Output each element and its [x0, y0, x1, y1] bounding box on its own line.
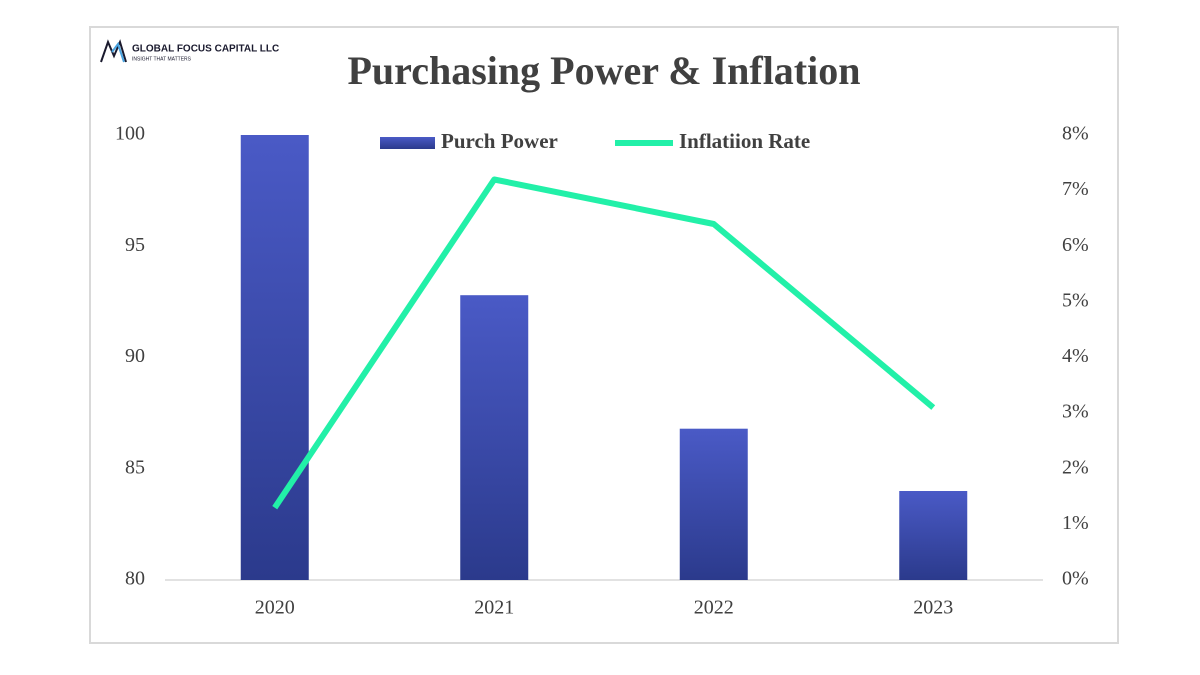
logo-icon: [100, 39, 127, 63]
bar: [460, 295, 529, 580]
y2-tick-label: 3%: [1062, 401, 1089, 423]
chart-title: Purchasing Power & Inflation: [348, 48, 861, 93]
y2-tick-label: 8%: [1062, 123, 1089, 145]
brand: GLOBAL FOCUS CAPITAL LLC: [132, 44, 279, 55]
legend-label: Purch Power: [441, 129, 558, 153]
bar: [240, 135, 309, 580]
y-tick-label: 90: [125, 345, 145, 367]
line: [272, 176, 936, 510]
y2-tick-label: 7%: [1062, 178, 1089, 200]
y2-tick-label: 5%: [1062, 289, 1089, 311]
legend-swatch: [380, 137, 435, 149]
bar: [679, 428, 748, 580]
y-tick-label: 85: [125, 456, 145, 478]
brand-tagline: INSIGHT THAT MATTERS: [132, 56, 192, 62]
bar: [899, 491, 968, 580]
logo-icon-accent: [111, 41, 125, 63]
y-tick-label: 80: [125, 568, 145, 590]
y2-tick-label: 0%: [1062, 568, 1089, 590]
y2-tick-label: 6%: [1062, 234, 1089, 256]
y2-tick-label: 1%: [1062, 512, 1089, 534]
x-tick-label: 2022: [694, 597, 734, 619]
x-tick-label: 2021: [474, 597, 514, 619]
y-tick-label: 95: [125, 234, 145, 256]
legend-label: Inflatiion Rate: [679, 129, 810, 153]
x-tick-label: 2020: [255, 597, 295, 619]
x-tick-label: 2023: [913, 597, 953, 619]
y-tick-label: 100: [115, 123, 145, 145]
y2-tick-label: 4%: [1062, 345, 1089, 367]
y2-tick-label: 2%: [1062, 456, 1089, 478]
